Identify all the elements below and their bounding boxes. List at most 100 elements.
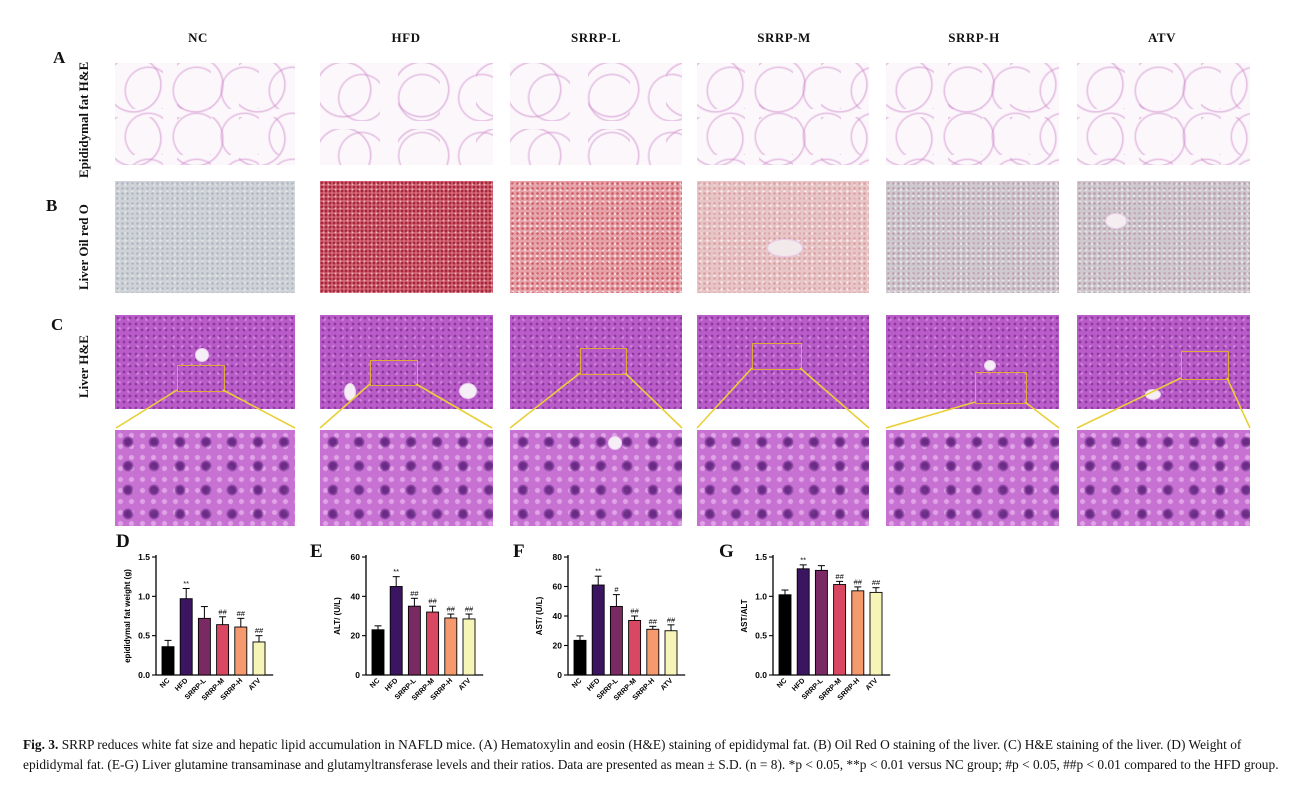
significance-label: ** [595,567,601,576]
bar-srrp-h [646,628,660,676]
significance-label: ## [255,626,264,635]
zoom-line [415,383,493,429]
zoom-line [222,389,296,429]
he-zoom-image-srrp-m [697,430,869,526]
significance-label: ## [667,615,676,624]
zoom-line [509,372,581,429]
y-tick-label: 40 [351,591,361,601]
zoom-box [752,343,802,370]
x-tick-label: ATV [246,676,262,692]
column-header-atv: ATV [1148,30,1176,45]
bar-srrp-l [609,605,623,676]
y-axis-label: ALT/ (U/L) [333,597,342,635]
chart-letter-f: F [513,541,525,562]
y-tick-label: 0.5 [755,631,767,641]
zoom-line [1076,377,1182,429]
significance-label: ** [183,579,189,588]
zoom-line [1024,401,1060,429]
y-tick-label: 1.5 [138,552,150,562]
central-vein [1105,213,1127,229]
oilred-image-atv [1077,181,1250,293]
bar-nc [573,639,587,676]
significance-label: ## [218,607,227,616]
significance-label: ## [872,578,881,587]
bar-atv [462,618,476,676]
significance-label: # [614,585,619,594]
y-tick-label: 1.0 [138,591,150,601]
central-vein [984,360,996,371]
y-tick-label: 20 [351,631,361,641]
oilred-image-srrp-m [697,181,869,293]
column-header-srrp-h: SRRP-H [948,30,1000,45]
bar-hfd [591,584,605,676]
caption-label: Fig. 3. [23,737,59,752]
bar-srrp-h [444,617,458,676]
y-tick-label: 80 [553,552,563,562]
he-liver-image-atv [1077,315,1250,409]
x-tick-label: NC [570,676,584,690]
oilred-image-hfd [320,181,493,293]
central-vein [767,239,803,257]
significance-label: ** [800,555,806,564]
oilred-image-srrp-h [886,181,1059,293]
chart-letter-d: D [116,531,130,552]
significance-label: ## [447,605,456,614]
central-vein [608,436,622,450]
bar-srrp-m [628,619,642,676]
column-header-srrp-l: SRRP-L [571,30,621,45]
significance-label: ## [410,589,419,598]
y-axis-label: AST/ (U/L) [535,596,544,635]
caption-text: SRRP reduces white fat size and hepatic … [23,737,1279,772]
bar-atv [869,591,883,676]
fat-image-srrp-h [886,63,1059,165]
y-tick-label: 1.0 [755,591,767,601]
y-tick-label: 0.0 [755,670,767,680]
zoom-connector-lines [115,367,1251,429]
fat-image-nc [115,63,295,165]
x-tick-label: ATV [658,676,674,692]
significance-label: ## [649,617,658,626]
central-vein [195,348,209,362]
zoom-box [177,365,225,392]
bar-srrp-h [234,626,248,676]
significance-label: ## [237,609,246,618]
zoom-line [115,389,178,429]
he-liver-image-hfd [320,315,493,409]
chart-letter-e: E [310,541,323,562]
bar-hfd [179,598,193,676]
he-liver-image-nc [115,315,295,409]
x-tick-label: NC [368,676,382,690]
zoom-box [580,348,627,375]
chart-letter-g: G [719,541,734,562]
y-axis-label: epididymal fat weight (g) [123,569,132,663]
zoom-line [624,372,683,429]
y-tick-label: 0 [355,670,360,680]
fat-image-srrp-m [697,63,869,165]
zoom-line [1226,377,1251,429]
bar-srrp-h [851,590,865,676]
column-header-hfd: HFD [391,30,421,45]
zoom-line [885,401,976,429]
significance-label: ## [465,605,474,614]
bar-srrp-m [833,584,847,676]
y-tick-label: 20 [553,641,563,651]
row-letter-a: A [53,48,66,67]
x-tick-label: NC [158,676,172,690]
zoom-box [370,360,418,386]
y-axis-label: AST/ALT [740,599,749,632]
zoom-line [799,367,870,429]
zoom-box [975,372,1027,404]
central-vein [459,383,477,399]
zoom-line [696,367,753,429]
bar-srrp-m [426,611,440,676]
y-tick-label: 1.5 [755,552,767,562]
fat-image-hfd [320,63,493,165]
bar-atv [252,641,266,676]
bar-srrp-m [216,624,230,676]
significance-label: ## [630,607,639,616]
chart-g: 0.00.51.01.5AST/ALTNC**HFDSRRP-L##SRRP-M… [740,552,891,702]
row-letter-c: C [51,315,64,334]
central-vein [344,383,356,401]
x-tick-label: ATV [456,676,472,692]
